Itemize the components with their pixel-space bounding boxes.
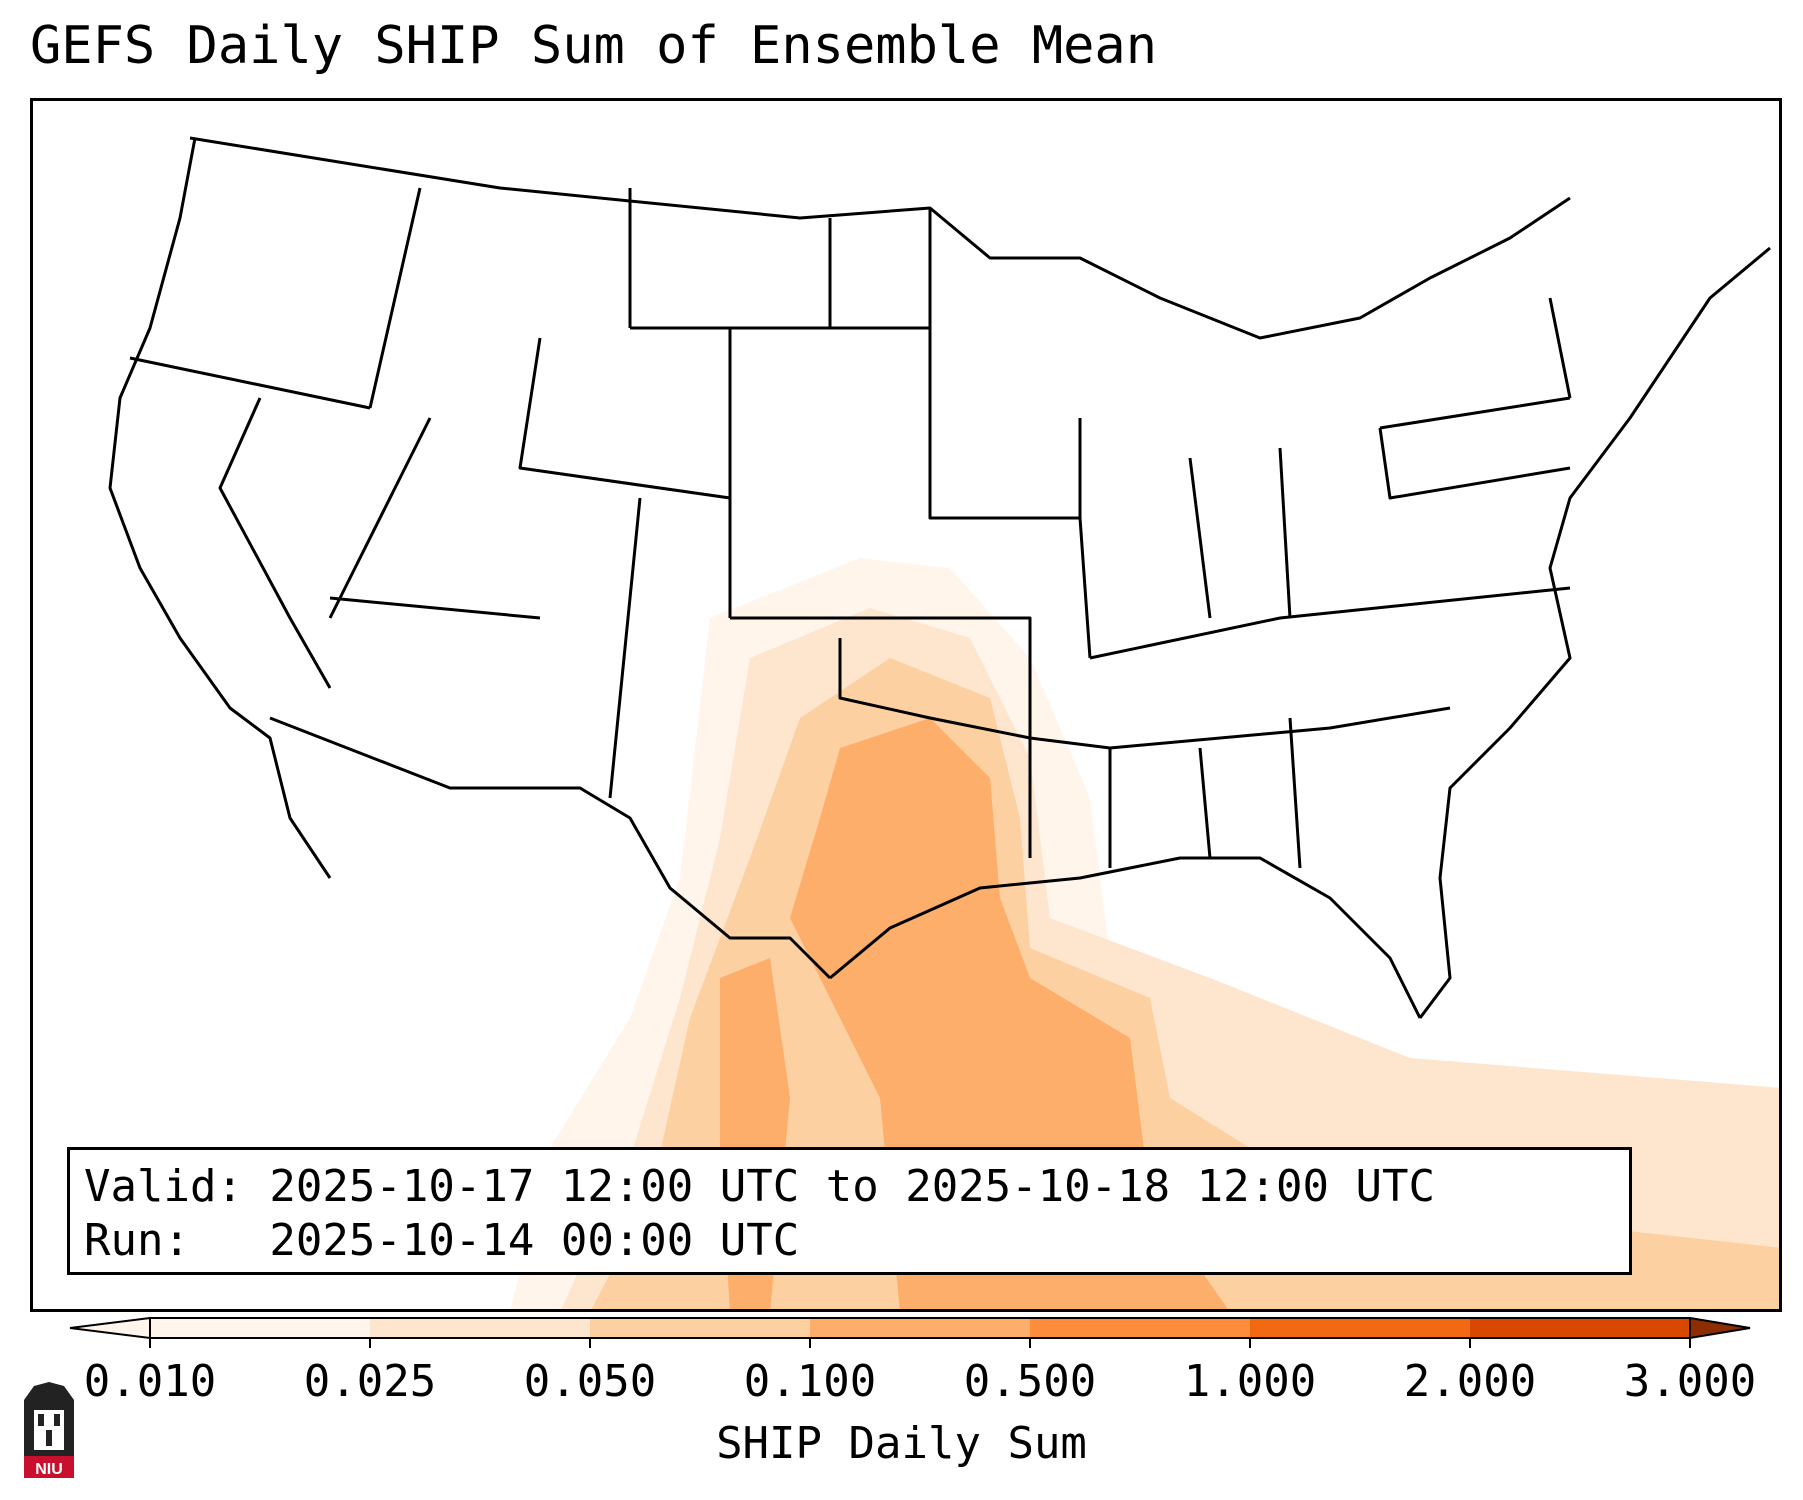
- colorbar-segment: [1030, 1318, 1251, 1338]
- map-panel: [30, 98, 1782, 1312]
- run-time-line: Run: 2025-10-14 00:00 UTC: [84, 1215, 800, 1266]
- map-border: [30, 98, 1782, 1312]
- map-title: GEFS Daily SHIP Sum of Ensemble Mean: [30, 16, 1158, 76]
- colorbar-segments: [69, 1316, 1751, 1348]
- colorbar-segment: [1470, 1318, 1691, 1338]
- colorbar-segment: [810, 1318, 1031, 1338]
- colorbar-outline: [149, 1317, 1691, 1339]
- colorbar-segment: [370, 1318, 591, 1338]
- colorbar-tick-label: 3.000: [1623, 1356, 1757, 1407]
- colorbar-tick-label: 0.500: [963, 1356, 1097, 1407]
- logo-text: NIU: [35, 1461, 63, 1478]
- colorbar-label: SHIP Daily Sum: [716, 1418, 1087, 1469]
- valid-time-line: Valid: 2025-10-17 12:00 UTC to 2025-10-1…: [84, 1161, 1436, 1212]
- colorbar-extend-high: [1689, 1316, 1751, 1340]
- colorbar-tick-label: 0.025: [303, 1356, 437, 1407]
- colorbar-tick-label: 2.000: [1403, 1356, 1537, 1407]
- colorbar-extend-low: [69, 1316, 151, 1340]
- colorbar: [69, 1316, 1751, 1348]
- colorbar-tick-label: 0.100: [743, 1356, 877, 1407]
- colorbar-tick-label: 0.050: [523, 1356, 657, 1407]
- colorbar-segment: [1250, 1318, 1471, 1338]
- colorbar-segment: [150, 1318, 371, 1338]
- colorbar-segment: [590, 1318, 811, 1338]
- colorbar-tick-label: 0.010: [83, 1356, 217, 1407]
- colorbar-tick-label: 1.000: [1183, 1356, 1317, 1407]
- valid-info-box: Valid: 2025-10-17 12:00 UTC to 2025-10-1…: [67, 1147, 1632, 1275]
- niu-logo: NIU: [24, 1382, 74, 1478]
- map-svg: [30, 98, 1782, 1312]
- state-borders: [108, 136, 1771, 1019]
